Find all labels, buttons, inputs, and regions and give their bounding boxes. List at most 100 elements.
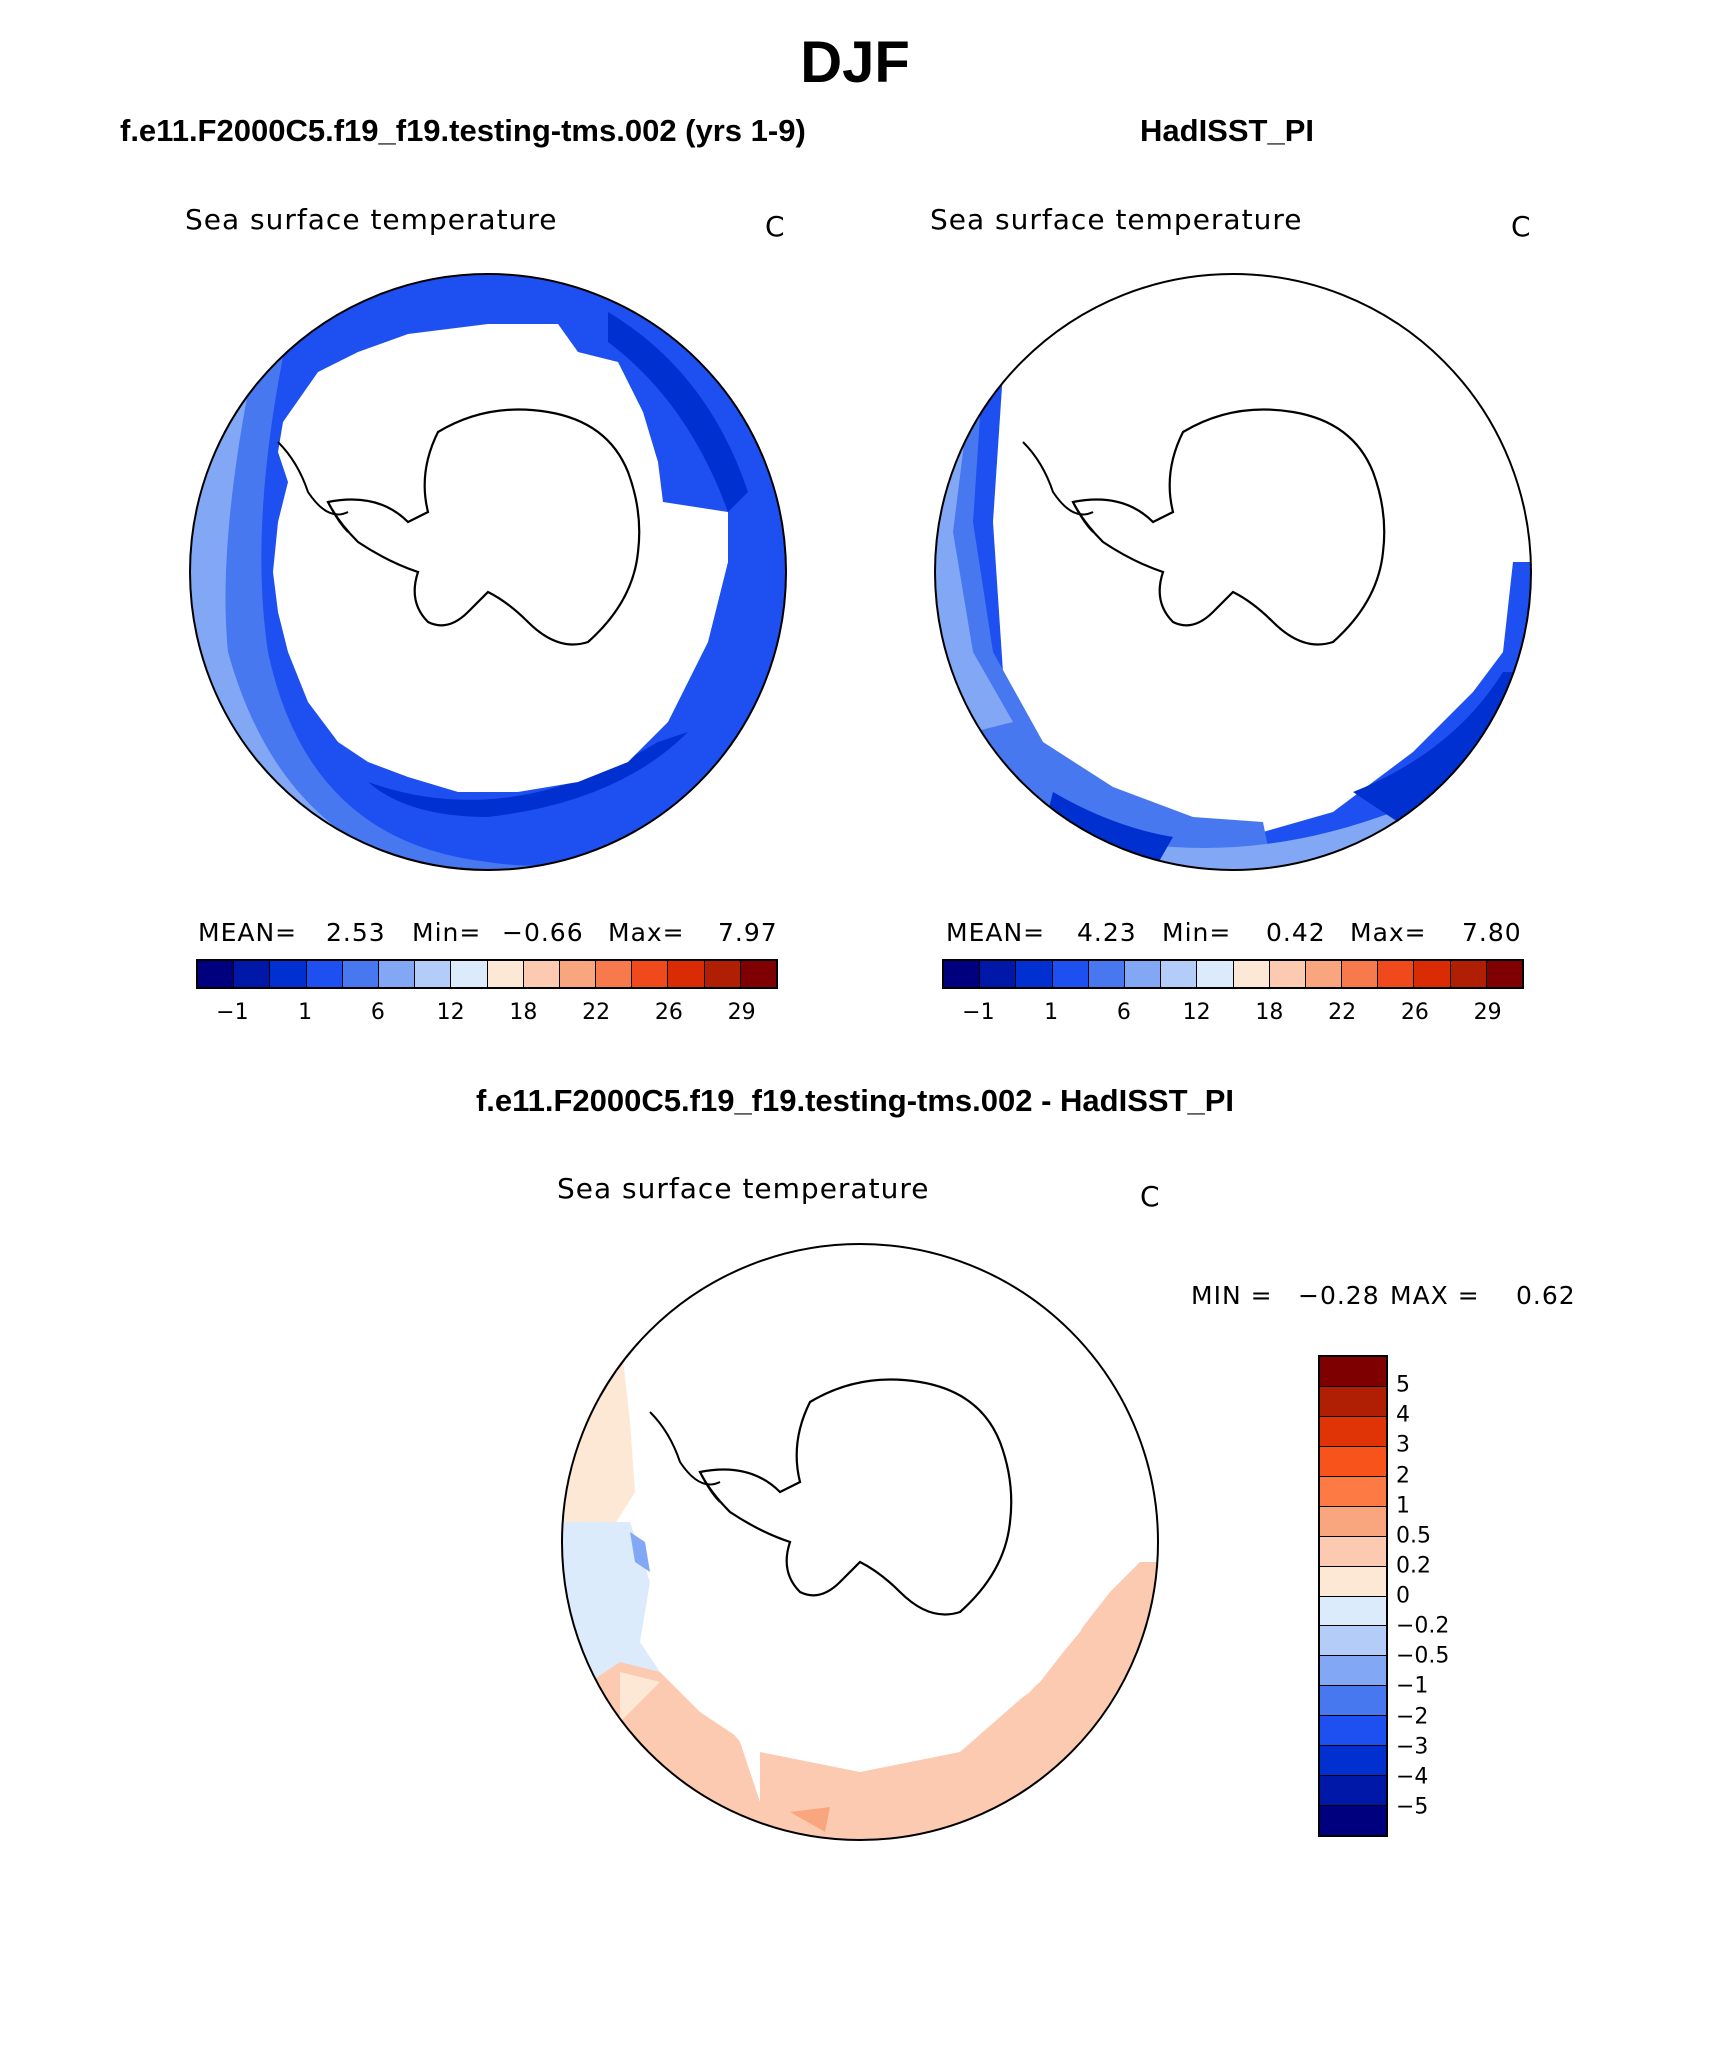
colorbar-swatch	[415, 961, 452, 987]
panel-1-min: −0.66	[502, 918, 584, 947]
panel-1-min-label: Min=	[412, 918, 482, 947]
panel-3-colorbar	[1318, 1355, 1388, 1837]
colorbar-tick-label: −0.2	[1396, 1613, 1450, 1639]
colorbar-swatch	[1486, 961, 1522, 987]
panel-3-max: 0.62	[1516, 1281, 1576, 1310]
colorbar-tick-label: −3	[1396, 1734, 1429, 1760]
colorbar-tick-label: 1	[1044, 1000, 1059, 1025]
colorbar-swatch	[523, 961, 560, 987]
colorbar-tick-label: 3	[1396, 1432, 1410, 1458]
diff-band-slight-warm	[620, 1672, 660, 1722]
colorbar-tick-label: 0.2	[1396, 1553, 1431, 1579]
panel-2-min: 0.42	[1266, 918, 1326, 947]
panel-2-max-label: Max=	[1350, 918, 1427, 947]
antarctica-coastline	[698, 1378, 1013, 1616]
colorbar-swatch	[1320, 1596, 1386, 1627]
colorbar-tick-label: 26	[1400, 1000, 1429, 1025]
diff-band-warm	[562, 1562, 1158, 1840]
colorbar-tick-label: 0.5	[1396, 1523, 1431, 1549]
panel-1-colorbar	[196, 959, 778, 989]
colorbar-swatch	[704, 961, 741, 987]
colorbar-tick-label: 18	[1255, 1000, 1284, 1025]
panel-2-colorbar-ticks: −1 1 6 12 18 22 26 29	[942, 1000, 1524, 1030]
colorbar-swatch	[1320, 1386, 1386, 1417]
panel-1-colorbar-ticks: −1 1 6 12 18 22 26 29	[196, 1000, 778, 1030]
colorbar-swatch	[632, 961, 669, 987]
panel-3-min-label: MIN =	[1191, 1281, 1273, 1310]
colorbar-swatch	[740, 961, 776, 987]
antarctica-coastline	[326, 408, 641, 646]
colorbar-tick-label: 0	[1396, 1583, 1410, 1609]
panel-3-title: f.e11.F2000C5.f19_f19.testing-tms.002 - …	[475, 1083, 1235, 1118]
colorbar-tick-label: 18	[509, 1000, 538, 1025]
sst-band-cold	[1353, 672, 1531, 832]
colorbar-tick-label: 26	[654, 1000, 683, 1025]
colorbar-swatch	[1320, 1476, 1386, 1507]
colorbar-swatch	[198, 961, 235, 987]
colorbar-swatch	[1233, 961, 1270, 987]
sea-ice-mask	[635, 1302, 760, 1802]
panel-2-mean-label: MEAN=	[946, 918, 1046, 947]
colorbar-swatch	[668, 961, 705, 987]
panel-2-variable: Sea surface temperature	[930, 203, 1303, 236]
colorbar-swatch	[1088, 961, 1125, 987]
panel-3-max-label: MAX =	[1390, 1281, 1480, 1310]
colorbar-swatch	[1320, 1716, 1386, 1747]
panel-1-title: f.e11.F2000C5.f19_f19.testing-tms.002 (y…	[120, 113, 806, 148]
colorbar-swatch	[1320, 1357, 1386, 1387]
colorbar-swatch	[980, 961, 1017, 987]
panel-3-variable: Sea surface temperature	[557, 1172, 930, 1205]
sst-band-mid-warm	[935, 372, 1273, 870]
panel-2-units: C	[1511, 210, 1532, 243]
colorbar-tick-label: 29	[727, 1000, 756, 1025]
panel-2-mean: 4.23	[1077, 918, 1137, 947]
colorbar-tick-label: −5	[1396, 1794, 1429, 1820]
colorbar-tick-label: −1	[1396, 1673, 1429, 1699]
colorbar-swatch	[1016, 961, 1053, 987]
panel-1-units: C	[765, 210, 786, 243]
colorbar-swatch	[1320, 1806, 1386, 1835]
season-title: DJF	[800, 30, 910, 95]
colorbar-swatch	[270, 961, 307, 987]
colorbar-tick-label: 6	[370, 1000, 385, 1025]
colorbar-swatch	[234, 961, 271, 987]
antarctic-peninsula	[649, 1411, 721, 1503]
diff-band-cool	[630, 1532, 650, 1572]
colorbar-swatch	[1124, 961, 1162, 987]
colorbar-swatch	[1414, 961, 1451, 987]
colorbar-swatch	[1320, 1656, 1386, 1687]
antarctica-coastline	[1071, 408, 1386, 646]
colorbar-swatch	[451, 961, 488, 987]
colorbar-swatch	[342, 961, 379, 987]
colorbar-swatch	[1161, 961, 1198, 987]
colorbar-swatch	[1320, 1536, 1386, 1567]
antarctic-peninsula	[1022, 441, 1094, 533]
colorbar-swatch	[1342, 961, 1379, 987]
panel-1-variable: Sea surface temperature	[185, 203, 558, 236]
colorbar-swatch	[1320, 1416, 1386, 1447]
colorbar-swatch	[1269, 961, 1306, 987]
panel-1-mean: 2.53	[326, 918, 386, 947]
panel-3-map	[561, 1243, 1159, 1841]
panel-3-min: −0.28	[1298, 1281, 1380, 1310]
panel-2-min-label: Min=	[1162, 918, 1232, 947]
colorbar-tick-label: 4	[1396, 1402, 1410, 1428]
colorbar-tick-label: 12	[1182, 1000, 1211, 1025]
sst-band-cold	[608, 312, 748, 512]
antarctic-peninsula	[277, 441, 349, 533]
panel-1-mean-label: MEAN=	[198, 918, 298, 947]
colorbar-swatch	[1320, 1506, 1386, 1537]
colorbar-swatch	[559, 961, 597, 987]
panel-1-map	[189, 273, 787, 871]
colorbar-swatch	[1320, 1746, 1386, 1777]
panel-2-title: HadISST_PI	[1140, 113, 1314, 148]
panel-1-max-label: Max=	[608, 918, 685, 947]
colorbar-swatch	[1320, 1566, 1386, 1597]
colorbar-tick-label: 22	[582, 1000, 611, 1025]
colorbar-tick-label: 29	[1473, 1000, 1502, 1025]
panel-2-map	[934, 273, 1532, 871]
colorbar-tick-label: −2	[1396, 1704, 1429, 1729]
colorbar-swatch	[596, 961, 633, 987]
colorbar-swatch	[1320, 1686, 1386, 1717]
sea-ice-mask	[273, 324, 728, 792]
